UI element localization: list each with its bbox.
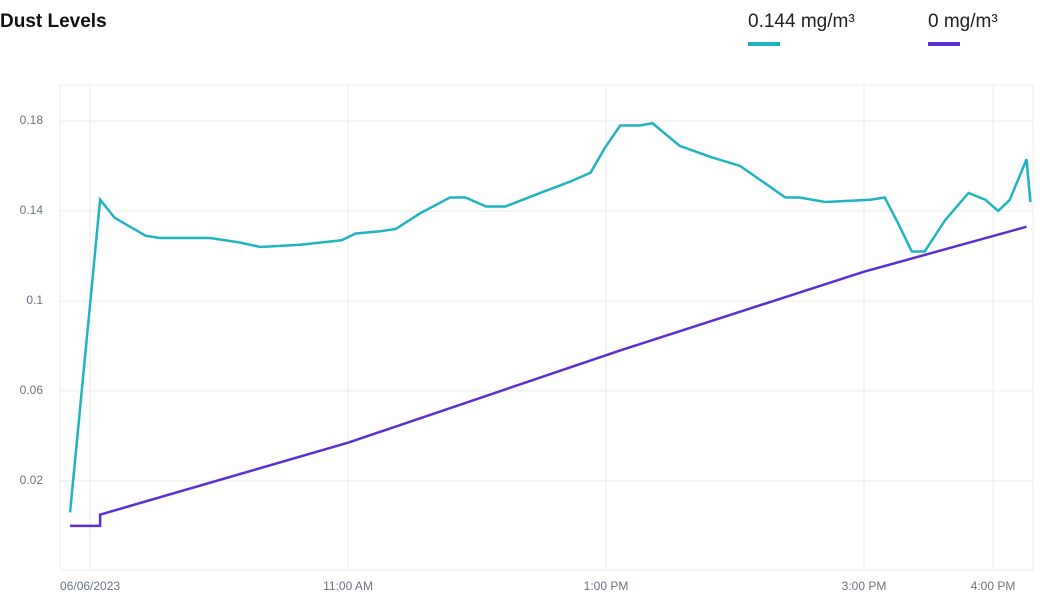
y-tick-label: 0.02 — [20, 473, 44, 487]
plot-frame — [59, 84, 1034, 571]
x-tick-label: 06/06/2023 — [60, 579, 120, 593]
legend-label: 0 mg/m³ — [928, 11, 998, 32]
y-tick-label: 0.18 — [20, 113, 44, 127]
data-line — [68, 121, 1032, 513]
x-tick-label: 11:00 AM — [323, 579, 373, 593]
y-tick-label: 0.06 — [20, 383, 44, 397]
data-line — [70, 225, 1027, 528]
x-tick-label: 1:00 PM — [584, 579, 629, 593]
y-tick-label: 0.1 — [26, 293, 43, 307]
x-tick-label: 4:00 PM — [971, 579, 1016, 593]
y-tick-label: 0.14 — [20, 203, 44, 217]
chart-title: Dust Levels — [0, 11, 107, 32]
x-tick-label: 3:00 PM — [842, 579, 887, 593]
legend-label: 0.144 mg/m³ — [748, 11, 855, 32]
